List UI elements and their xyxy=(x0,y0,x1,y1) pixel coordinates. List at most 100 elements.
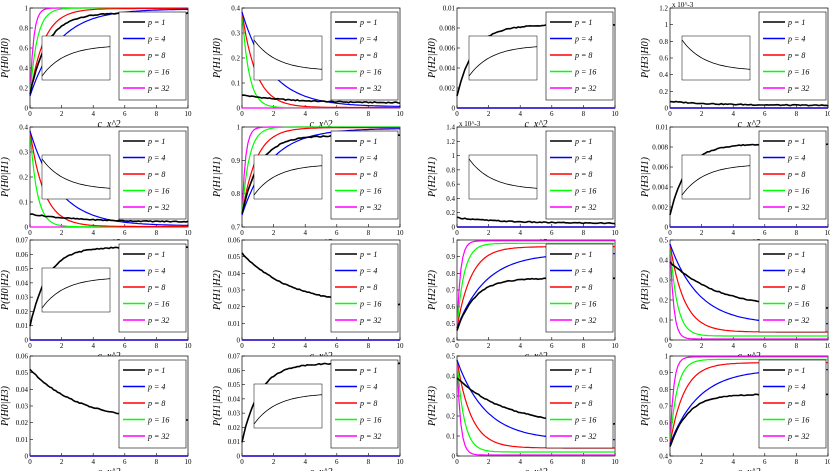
y-tick-label: 0.03 xyxy=(16,403,29,411)
x-tick-label: 6 xyxy=(335,458,339,466)
y-tick-label: 0.004 xyxy=(652,184,668,192)
y-tick-label: 0.02 xyxy=(228,424,241,432)
legend-label: p = 8 xyxy=(574,170,592,179)
legend-label: p = 16 xyxy=(574,68,596,77)
series-line-p8 xyxy=(241,126,400,216)
inset-curve xyxy=(468,46,538,77)
x-tick-label: 8 xyxy=(367,229,371,237)
y-axis-label: P(H0|H0) xyxy=(0,37,11,79)
x-tick-label: 4 xyxy=(91,342,95,350)
y-tick-label: 0.4 xyxy=(446,373,455,381)
y-tick-label: 0.2 xyxy=(659,88,668,96)
x-tick-label: 4 xyxy=(303,229,307,237)
y-tick-label: 0.1 xyxy=(446,433,455,441)
x-tick-label: 6 xyxy=(123,458,127,466)
y-axis-label: P(H0|H1) xyxy=(0,156,11,198)
x-tick-label: 4 xyxy=(731,110,735,118)
x-tick-label: 10 xyxy=(825,229,830,237)
x-tick-label: 8 xyxy=(155,342,159,350)
legend-label: p = 4 xyxy=(359,154,377,163)
legend-label: p = 4 xyxy=(359,383,377,392)
y-tick-label: 0.3 xyxy=(659,277,668,285)
inset-frame xyxy=(41,35,111,81)
x-tick-label: 10 xyxy=(185,110,193,118)
y-tick-label: 0.01 xyxy=(16,436,29,444)
y-axis-label: P(H1|H3) xyxy=(212,385,223,427)
legend-label: p = 16 xyxy=(787,187,809,196)
x-tick-label: 2 xyxy=(272,229,276,237)
series-line-p1 xyxy=(670,100,829,107)
legend-frame xyxy=(758,130,827,220)
y-tick-label: 0.05 xyxy=(228,253,241,261)
x-tick-label: 8 xyxy=(582,110,586,118)
legend-label: p = 32 xyxy=(359,84,381,93)
legend-label: p = 4 xyxy=(574,267,592,276)
legend-label: p = 4 xyxy=(787,154,805,163)
y-tick-label: 0.2 xyxy=(19,85,28,93)
series-line-p32 xyxy=(456,359,615,456)
legend-label: p = 32 xyxy=(787,316,809,325)
x-tick-label: 8 xyxy=(582,342,586,350)
legend-label: p = 16 xyxy=(787,416,809,425)
subplot-2-3: 0 0.2 0.4 0.6 0.8 1 1.2 1.4 0 2 4 6 8 10 x 10^-3 c_x^2 P… xyxy=(427,120,619,249)
legend-frame xyxy=(545,11,614,101)
y-tick-label: 0.3 xyxy=(19,149,28,157)
legend: p = 1 p = 4 p = 8 p = 16 p = 32 xyxy=(545,11,614,101)
legend-label: p = 1 xyxy=(574,137,592,146)
inset-frame xyxy=(41,154,111,200)
y-axis-label: P(H3|H2) xyxy=(640,269,651,311)
legend-label: p = 1 xyxy=(574,18,592,27)
x-tick-label: 6 xyxy=(550,110,554,118)
inset-curve xyxy=(253,39,323,70)
legend-label: p = 16 xyxy=(787,68,809,77)
legend: p = 1 p = 4 p = 8 p = 16 p = 32 xyxy=(118,359,187,449)
y-tick-label: 0.7 xyxy=(659,403,668,411)
x-tick-label: 6 xyxy=(550,342,554,350)
x-tick-label: 6 xyxy=(763,229,767,237)
x-tick-label: 2 xyxy=(487,110,491,118)
legend-label: p = 32 xyxy=(574,84,596,93)
x-tick-label: 10 xyxy=(185,458,193,466)
x-axis-label: c_x^2 xyxy=(737,467,760,471)
x-tick-label: 2 xyxy=(487,229,491,237)
subplot-4-1: 0 0.01 0.02 0.03 0.04 0.05 0.06 0 2 4 6 8 10 c_x^2 P(H… xyxy=(0,353,192,471)
x-tick-label: 4 xyxy=(91,229,95,237)
legend-label: p = 8 xyxy=(147,51,165,60)
series-line-p32 xyxy=(456,240,615,329)
subplot-1-3: 0 0.002 0.004 0.006 0.008 0.01 0 2 4 6 8 10 c_x^2 P(H… xyxy=(427,5,619,131)
x-tick-label: 4 xyxy=(731,458,735,466)
axis-exponent: x 10^-3 xyxy=(459,120,481,128)
x-tick-label: 10 xyxy=(185,342,193,350)
x-tick-label: 8 xyxy=(155,110,159,118)
y-tick-label: 1 xyxy=(452,237,456,245)
x-tick-label: 0 xyxy=(28,342,32,350)
legend-label: p = 16 xyxy=(359,68,381,77)
legend-frame xyxy=(330,243,399,333)
subplot-4-2: 0 0.01 0.02 0.03 0.04 0.05 0.06 0.07 0 2 4 6 8 10 c_x^… xyxy=(212,353,404,471)
y-tick-label: 0.8 xyxy=(659,386,668,394)
y-tick-label: 0.2 xyxy=(446,413,455,421)
x-tick-label: 0 xyxy=(28,458,32,466)
y-axis-label: P(H2|H0) xyxy=(427,37,438,79)
y-tick-label: 0 xyxy=(237,453,241,461)
legend-label: p = 16 xyxy=(147,416,169,425)
y-tick-label: 0.006 xyxy=(652,164,668,172)
x-tick-label: 6 xyxy=(123,110,127,118)
y-tick-label: 0.05 xyxy=(228,381,241,389)
series-line-p1 xyxy=(29,213,189,223)
series-line-p32 xyxy=(669,243,828,340)
series-line-p8 xyxy=(29,130,188,228)
y-axis-label: P(H2|H2) xyxy=(427,269,438,311)
y-tick-label: 0.06 xyxy=(16,353,29,361)
legend: p = 1 p = 4 p = 8 p = 16 p = 32 xyxy=(545,243,614,333)
y-tick-label: 0.2 xyxy=(231,55,240,63)
y-tick-label: 0.8 xyxy=(19,25,28,33)
x-tick-label: 6 xyxy=(123,229,127,237)
y-tick-label: 0.1 xyxy=(659,317,668,325)
x-tick-label: 6 xyxy=(763,342,767,350)
x-tick-label: 0 xyxy=(668,458,672,466)
y-tick-label: 1 xyxy=(237,124,241,132)
x-tick-label: 4 xyxy=(91,458,95,466)
legend-label: p = 32 xyxy=(147,432,169,441)
subplot-1-1: 00.20.40.60.810 2 4 6 8 10c_x^2P(H0|H0)p = 1p… xyxy=(0,5,192,131)
